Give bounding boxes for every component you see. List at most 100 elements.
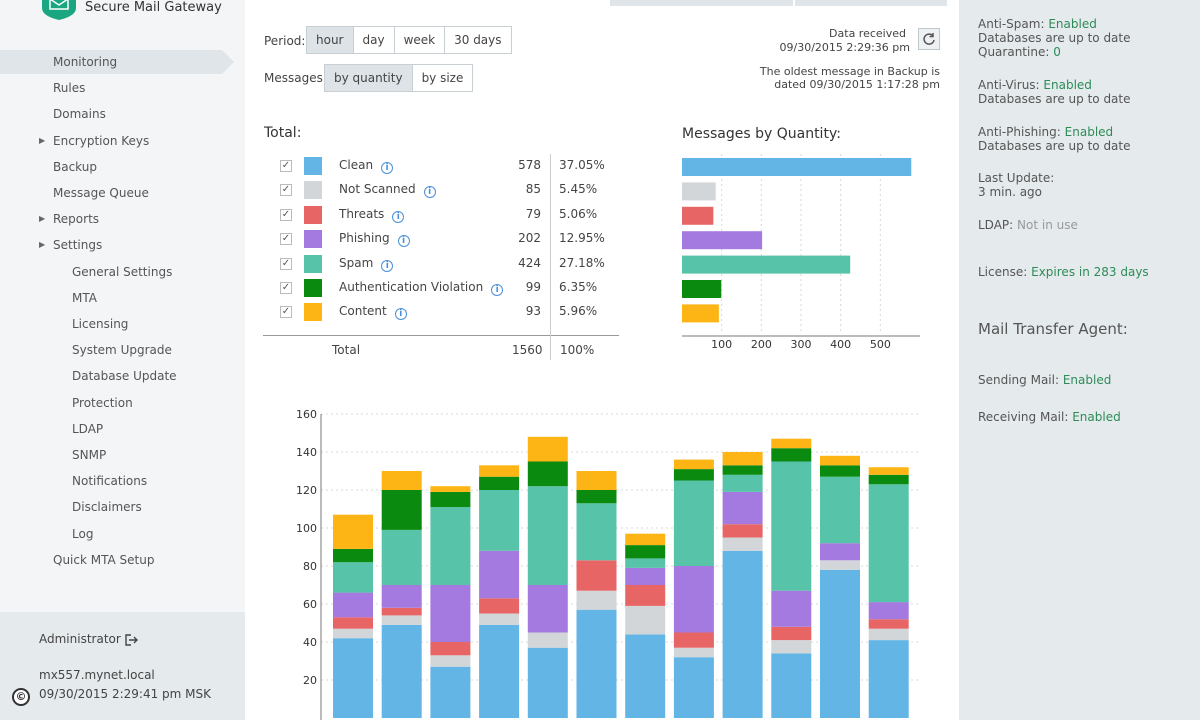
stacked-bar-segment-not-scanned[interactable] [625, 605, 666, 635]
hbar-bar-content[interactable] [682, 304, 719, 323]
stacked-bar-segment-content[interactable] [430, 486, 471, 492]
stacked-bar-segment-clean[interactable] [820, 569, 860, 718]
stacked-bar-segment-phishing[interactable] [820, 543, 860, 561]
stacked-bar-segment-spam[interactable] [673, 480, 714, 567]
stacked-bar-segment-phishing[interactable] [771, 590, 812, 627]
stacked-bar-segment-not-scanned[interactable] [333, 628, 373, 639]
category-checkbox[interactable]: ✓ [280, 257, 292, 270]
sidebar-item-general-settings[interactable]: General Settings [0, 260, 245, 284]
stacked-bar-segment-spam[interactable] [625, 558, 666, 568]
stacked-bar-segment-not-scanned[interactable] [527, 632, 568, 648]
sidebar-item-rules[interactable]: Rules [0, 76, 245, 100]
stacked-bar-segment-phishing[interactable] [673, 566, 714, 633]
stacked-bar-segment-auth-violation[interactable] [625, 545, 666, 559]
sidebar-item-licensing[interactable]: Licensing [0, 312, 245, 336]
stacked-bar-segment-spam[interactable] [820, 476, 860, 544]
stacked-bar-segment-threats[interactable] [333, 617, 373, 629]
stacked-bar-segment-auth-violation[interactable] [673, 469, 714, 481]
category-checkbox[interactable]: ✓ [280, 233, 292, 246]
messages-option-by-size[interactable]: by size [412, 65, 473, 91]
stacked-bar-segment-spam[interactable] [479, 490, 520, 551]
stacked-bar-segment-spam[interactable] [868, 484, 909, 603]
stacked-bar-segment-phishing[interactable] [479, 550, 520, 599]
hbar-bar-phishing[interactable] [682, 231, 763, 250]
sidebar-item-log[interactable]: Log [0, 522, 245, 546]
stacked-bar-segment-content[interactable] [576, 471, 617, 490]
stacked-bar-segment-auth-violation[interactable] [771, 448, 812, 462]
stacked-bar-segment-clean[interactable] [771, 653, 812, 718]
category-checkbox[interactable]: ✓ [280, 306, 292, 319]
stacked-bar-segment-spam[interactable] [771, 461, 812, 591]
hbar-bar-auth-violation[interactable] [682, 280, 722, 298]
sidebar-item-notifications[interactable]: Notifications [0, 469, 245, 493]
stacked-bar-segment-spam[interactable] [527, 486, 568, 585]
sidebar-item-backup[interactable]: Backup [0, 155, 245, 179]
stacked-bar-segment-content[interactable] [771, 438, 812, 449]
sidebar-item-protection[interactable]: Protection [0, 391, 245, 415]
info-icon[interactable]: i [423, 186, 436, 199]
logout-icon[interactable] [124, 633, 138, 647]
stacked-bar-segment-auth-violation[interactable] [527, 461, 568, 487]
stacked-bar-segment-auth-violation[interactable] [430, 491, 471, 508]
info-icon[interactable]: i [491, 284, 504, 296]
hbar-bar-threats[interactable] [682, 206, 714, 225]
sidebar-item-settings[interactable]: ▶ Settings [0, 233, 245, 257]
stacked-bar-segment-phishing[interactable] [722, 491, 763, 525]
stacked-bar-segment-auth-violation[interactable] [868, 474, 909, 485]
stacked-bar-segment-clean[interactable] [722, 550, 763, 718]
stacked-bar-segment-not-scanned[interactable] [820, 560, 860, 570]
category-checkbox[interactable]: ✓ [280, 282, 292, 294]
expand-arrow-icon[interactable]: ▶ [39, 240, 46, 250]
stacked-bar-segment-threats[interactable] [722, 524, 763, 538]
stacked-bar-segment-auth-violation[interactable] [576, 490, 617, 504]
stacked-bar-segment-content[interactable] [479, 465, 520, 477]
stacked-bar-segment-content[interactable] [673, 459, 714, 470]
tab-strip-segment[interactable] [610, 0, 793, 6]
stacked-bar-segment-not-scanned[interactable] [479, 613, 520, 625]
sidebar-item-ldap[interactable]: LDAP [0, 417, 245, 441]
stacked-bar-segment-clean[interactable] [868, 640, 909, 718]
stacked-bar-segment-spam[interactable] [333, 562, 373, 593]
stacked-bar-segment-threats[interactable] [381, 607, 422, 616]
stacked-bar-segment-clean[interactable] [625, 634, 666, 718]
sidebar-item-reports[interactable]: ▶ Reports [0, 207, 245, 231]
category-checkbox[interactable]: ✓ [280, 184, 292, 197]
hbar-bar-spam[interactable] [682, 255, 851, 274]
stacked-bar-segment-threats[interactable] [576, 560, 617, 591]
stacked-bar-segment-phishing[interactable] [625, 567, 666, 585]
stacked-bar-segment-spam[interactable] [576, 503, 617, 561]
messages-option-by-quantity[interactable]: by quantity [325, 65, 413, 91]
stacked-bar-segment-not-scanned[interactable] [868, 628, 909, 641]
info-icon[interactable]: i [397, 235, 410, 248]
stacked-bar-segment-threats[interactable] [673, 632, 714, 648]
stacked-bar-segment-not-scanned[interactable] [771, 640, 812, 654]
info-icon[interactable]: i [381, 259, 394, 272]
stacked-bar-segment-content[interactable] [820, 455, 860, 466]
stacked-bar-segment-not-scanned[interactable] [722, 537, 763, 551]
category-checkbox[interactable]: ✓ [280, 208, 292, 221]
sidebar-item-domains[interactable]: Domains [0, 102, 245, 126]
stacked-bar-segment-phishing[interactable] [333, 592, 373, 618]
stacked-bar-segment-phishing[interactable] [381, 585, 422, 608]
info-icon[interactable]: i [392, 210, 405, 223]
sidebar-item-system-upgrade[interactable]: System Upgrade [0, 338, 245, 362]
stacked-bar-segment-phishing[interactable] [527, 585, 568, 633]
stacked-bar-segment-threats[interactable] [479, 598, 520, 614]
stacked-bar-segment-threats[interactable] [771, 626, 812, 641]
stacked-bar-segment-clean[interactable] [430, 666, 471, 718]
category-checkbox[interactable]: ✓ [280, 160, 292, 172]
stacked-bar-segment-clean[interactable] [576, 609, 617, 718]
stacked-bar-segment-not-scanned[interactable] [430, 655, 471, 667]
stacked-bar-segment-clean[interactable] [333, 638, 373, 718]
sidebar-item-quick-mta-setup[interactable]: Quick MTA Setup [0, 548, 245, 572]
period-option-hour[interactable]: hour [307, 27, 354, 53]
period-option-30-days[interactable]: 30 days [445, 27, 511, 53]
stacked-bar-segment-clean[interactable] [479, 624, 520, 718]
stacked-bar-segment-phishing[interactable] [868, 602, 909, 620]
stacked-bar-segment-spam[interactable] [430, 507, 471, 585]
stacked-bar-segment-auth-violation[interactable] [479, 476, 520, 490]
stacked-bar-segment-content[interactable] [625, 533, 666, 546]
hbar-bar-clean[interactable] [682, 158, 912, 176]
period-option-week[interactable]: week [394, 27, 446, 53]
expand-arrow-icon[interactable]: ▶ [39, 214, 46, 224]
